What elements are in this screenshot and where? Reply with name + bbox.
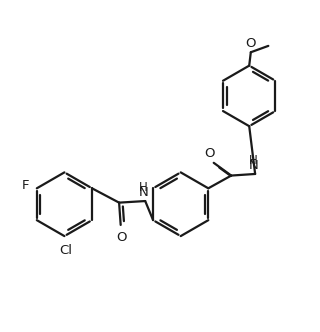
- Text: Cl: Cl: [60, 244, 73, 257]
- Text: N: N: [139, 187, 148, 200]
- Text: F: F: [21, 179, 29, 192]
- Text: O: O: [205, 147, 215, 160]
- Text: H: H: [249, 154, 258, 167]
- Text: N: N: [249, 159, 259, 172]
- Text: H: H: [139, 181, 148, 194]
- Text: O: O: [116, 231, 127, 244]
- Text: O: O: [245, 37, 256, 50]
